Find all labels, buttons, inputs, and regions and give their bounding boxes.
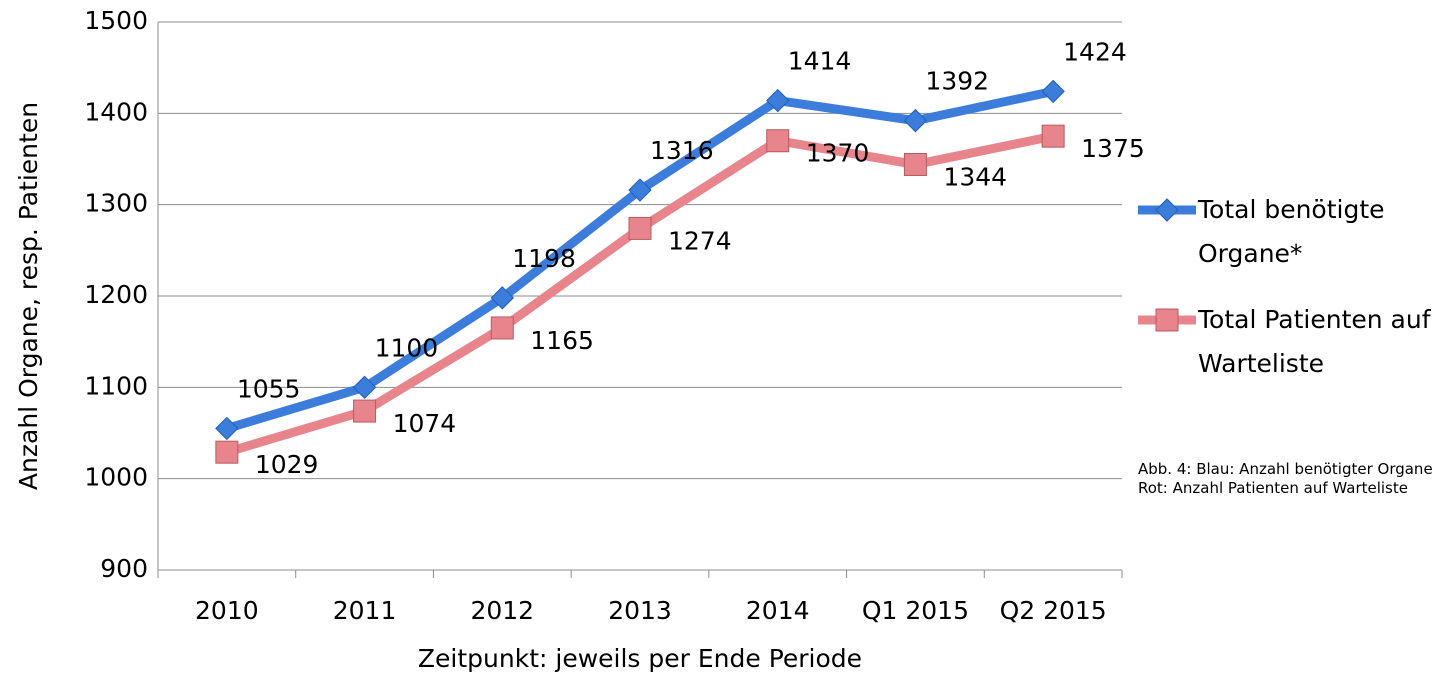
data-label: 1424 xyxy=(1063,37,1127,66)
marker xyxy=(628,216,652,240)
x-tick-label: 2010 xyxy=(195,596,259,625)
data-label: 1316 xyxy=(650,136,714,165)
x-tick-label: 2013 xyxy=(608,596,672,625)
x-tick-label: 2014 xyxy=(746,596,810,625)
marker xyxy=(1155,198,1179,222)
x-tick-label: Q1 2015 xyxy=(862,596,969,625)
data-label: 1029 xyxy=(255,450,319,479)
annotation: Abb. 4: Blau: Anzahl benötigter Organe R… xyxy=(1138,460,1438,498)
y-tick-label: 1200 xyxy=(84,280,148,309)
legend-label: Total Patienten auf Warteliste xyxy=(1198,305,1431,378)
y-axis-title: Anzahl Organe, resp. Patienten xyxy=(14,102,43,490)
series-line xyxy=(225,87,1055,433)
annotation-line: Abb. 4: Blau: Anzahl benötigter Organe xyxy=(1138,460,1433,478)
marker xyxy=(353,399,377,423)
data-label: 1344 xyxy=(943,162,1007,191)
y-tick-label: 1000 xyxy=(84,463,148,492)
marker xyxy=(1155,308,1179,332)
marker xyxy=(766,88,790,113)
data-label: 1375 xyxy=(1081,134,1145,163)
legend-label: Total benötigte Organe* xyxy=(1198,195,1385,268)
x-tick-label: 2012 xyxy=(470,596,534,625)
y-tick-label: 900 xyxy=(100,554,148,583)
marker xyxy=(215,440,239,464)
data-label: 1392 xyxy=(925,67,989,96)
y-tick-label: 1100 xyxy=(84,371,148,400)
marker xyxy=(903,152,927,176)
annotation-line: Rot: Anzahl Patienten auf Warteliste xyxy=(1138,479,1408,497)
marker xyxy=(352,375,377,400)
y-tick-label: 1500 xyxy=(84,6,148,35)
data-label: 1414 xyxy=(788,47,852,76)
data-label: 1370 xyxy=(806,139,870,168)
data-label: 1198 xyxy=(512,244,576,273)
marker xyxy=(215,416,239,441)
data-label: 1074 xyxy=(393,409,457,438)
data-label: 1274 xyxy=(668,226,732,255)
marker xyxy=(1041,124,1065,148)
marker xyxy=(1041,79,1065,104)
marker xyxy=(903,108,928,133)
data-label: 1165 xyxy=(530,326,594,355)
marker xyxy=(490,286,514,310)
data-label: 1100 xyxy=(375,333,439,362)
x-tick-label: 2011 xyxy=(333,596,397,625)
data-label: 1055 xyxy=(237,374,301,403)
y-tick-label: 1400 xyxy=(84,97,148,126)
y-tick-label: 1300 xyxy=(84,189,148,218)
x-tick-label: Q2 2015 xyxy=(1000,596,1107,625)
x-axis-title: Zeitpunkt: jeweils per Ende Periode xyxy=(418,644,862,673)
marker xyxy=(490,316,514,340)
marker xyxy=(766,129,790,153)
marker xyxy=(628,178,652,202)
